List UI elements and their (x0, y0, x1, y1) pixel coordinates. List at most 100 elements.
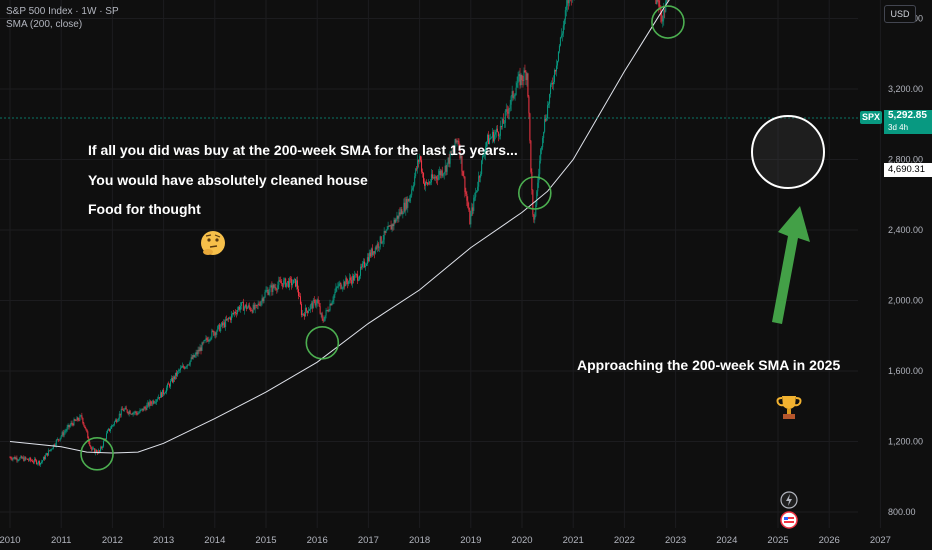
candle-body (426, 182, 428, 185)
candle-body (348, 280, 350, 285)
candle-body (188, 364, 190, 366)
candle-body (39, 461, 41, 465)
candle-body (456, 140, 458, 143)
candle-body (424, 183, 426, 186)
candle-body (488, 134, 490, 145)
candle-body (203, 340, 205, 343)
candle-body (189, 360, 191, 365)
trophy-icon (776, 396, 802, 419)
candle-body (146, 404, 148, 410)
candle-body (350, 277, 352, 280)
candle-body (156, 399, 158, 403)
candle-body (377, 243, 379, 248)
candle-body (387, 226, 389, 230)
candle-body (127, 412, 129, 414)
candle-body (184, 367, 186, 369)
x-tick-label: 2011 (51, 535, 71, 546)
candle-body (437, 174, 439, 180)
candle-body (200, 347, 202, 351)
candle-body (423, 172, 425, 184)
candle-body (479, 176, 481, 178)
candle-body (292, 283, 294, 286)
y-tick-label: 1,600.00 (888, 366, 923, 376)
candle-body (511, 91, 513, 97)
candle-body (398, 212, 400, 219)
candle-body (122, 409, 124, 412)
candle-body (90, 445, 92, 448)
candle-body (518, 74, 520, 77)
candle-body (357, 274, 359, 281)
candle-body (381, 242, 383, 244)
x-tick-label: 2013 (153, 535, 174, 546)
annotation-line-1: If all you did was buy at the 200-week S… (88, 142, 518, 158)
candle-body (354, 275, 356, 281)
y-tick-label: 3,200.00 (888, 84, 923, 94)
candle-body (68, 424, 70, 427)
candle-body (84, 425, 86, 429)
candle-body (431, 174, 433, 179)
candle-body (215, 332, 217, 335)
us-flag-icon[interactable] (780, 511, 798, 529)
candle-body (536, 191, 538, 205)
candle-body (244, 304, 246, 307)
candle-body (55, 440, 57, 446)
candle-body (194, 354, 196, 358)
candle-body (447, 157, 449, 163)
candle-body (132, 412, 134, 415)
candle-body (400, 209, 402, 215)
candle-body (265, 290, 267, 292)
candle-body (343, 281, 345, 288)
candle-body (173, 376, 175, 379)
candle-body (428, 182, 430, 184)
candle-body (483, 155, 485, 157)
candle-body (356, 274, 358, 276)
candle-body (393, 219, 395, 227)
candle-body (487, 134, 489, 142)
candle-body (429, 182, 431, 184)
candle-body (291, 279, 293, 286)
candle-body (521, 74, 523, 81)
candle-body (23, 457, 25, 461)
candle-body (314, 300, 316, 306)
flash-icon[interactable] (780, 491, 798, 509)
candle-body (110, 425, 112, 429)
candle-body (489, 137, 491, 139)
candle-body (546, 118, 548, 121)
candle-body (519, 74, 521, 86)
candle-body (548, 103, 550, 106)
candle-body (76, 417, 78, 421)
candle-body (38, 461, 40, 464)
candle-body (516, 83, 518, 88)
indicator-label[interactable]: SMA (200, close) (6, 19, 83, 30)
candle-body (12, 458, 14, 460)
annotation-line-2: You would have absolutely cleaned house (88, 172, 368, 188)
candle-body (225, 319, 227, 328)
last-price-tag: 5,292.85 3d 4h (884, 110, 932, 134)
candle-body (364, 265, 366, 267)
candle-body (466, 193, 468, 201)
candle-body (370, 248, 372, 257)
candle-body (514, 94, 516, 97)
candle-body (494, 132, 496, 135)
currency-button[interactable]: USD (884, 5, 916, 23)
candle-body (349, 277, 351, 281)
candle-body (296, 280, 298, 287)
candle-body (169, 380, 171, 387)
candle-body (443, 172, 445, 175)
candle-body (10, 457, 12, 459)
candle-body (450, 151, 452, 153)
candle-body (434, 176, 436, 179)
candle-body (396, 215, 398, 220)
candle-body (506, 109, 508, 112)
candle-body (541, 147, 543, 150)
candle-body (80, 415, 82, 417)
candle-body (141, 408, 143, 410)
candle-body (75, 420, 77, 422)
candle-body (493, 134, 495, 142)
candle-body (425, 181, 427, 183)
candle-body (95, 450, 97, 454)
candle-body (219, 324, 221, 332)
candle-body (444, 165, 446, 173)
candle-body (288, 281, 290, 288)
